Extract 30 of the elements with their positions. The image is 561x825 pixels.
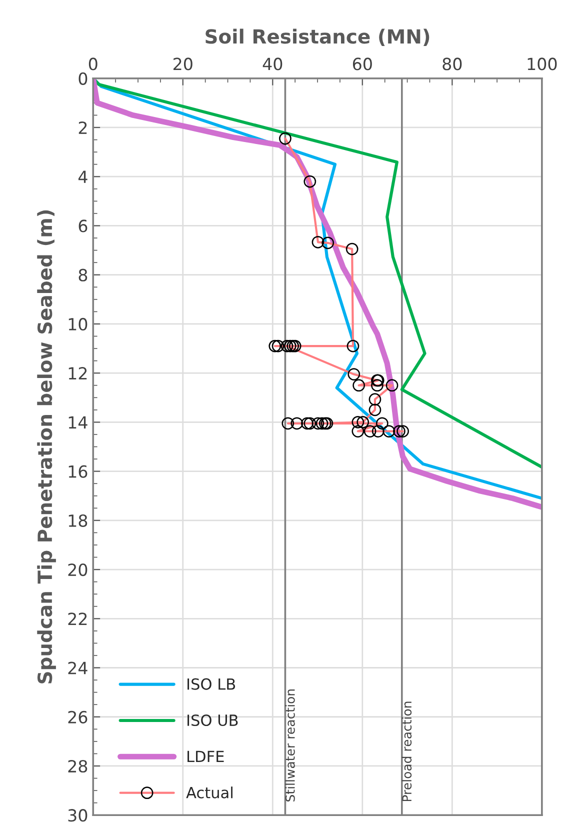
- y-tick-label: 24: [68, 662, 88, 674]
- y-tick-label: 28: [68, 760, 88, 773]
- y-tick-label: 4: [78, 170, 88, 183]
- x-tick-label: 60: [352, 58, 372, 70]
- ref-line-label: Stillwater reaction: [285, 689, 295, 802]
- y-tick-label: 6: [78, 220, 88, 232]
- y-tick-label: 22: [68, 612, 87, 625]
- legend-label: LDFE: [188, 750, 224, 762]
- y-tick-label: 12: [68, 367, 87, 380]
- x-axis-title: Soil Resistance (MN): [206, 28, 430, 46]
- y-tick-label: 18: [68, 514, 88, 527]
- x-tick-label: 20: [174, 58, 192, 70]
- y-tick-label: 30: [68, 809, 88, 822]
- x-tick-label: 80: [442, 58, 462, 70]
- y-tick-label: 16: [68, 465, 88, 478]
- x-tick-label: 100: [528, 58, 557, 70]
- y-tick-label: 10: [68, 318, 88, 331]
- ref-line-label: Preload reaction: [402, 702, 412, 802]
- y-tick-label: 2: [78, 121, 87, 134]
- legend-label: Actual: [186, 786, 232, 798]
- y-tick-label: 8: [78, 268, 88, 282]
- y-tick-label: 14: [68, 416, 88, 429]
- x-tick-label: 0: [88, 58, 98, 70]
- legend-label: ISO LB: [188, 678, 236, 690]
- x-tick-label: 40: [262, 58, 282, 70]
- y-tick-label: 26: [68, 710, 88, 724]
- y-tick-label: 0: [78, 72, 88, 85]
- y-axis-title: Spudcan Tip Penetration below Seabed (m): [37, 210, 56, 684]
- y-tick-label: 20: [68, 563, 88, 576]
- legend-label: ISO UB: [188, 714, 238, 726]
